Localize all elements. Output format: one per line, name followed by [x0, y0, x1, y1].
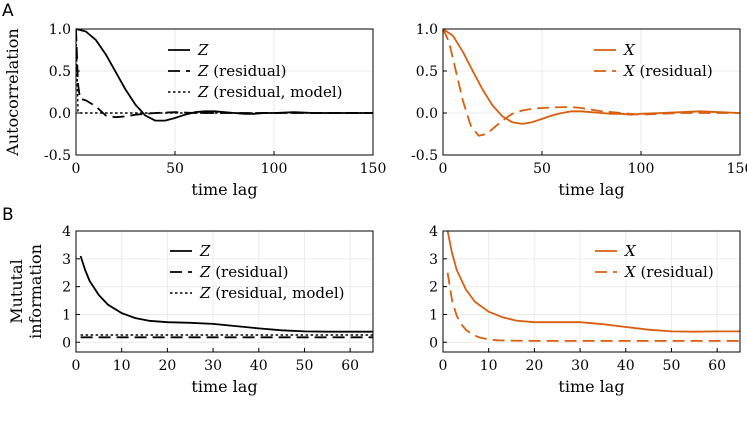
y-tick-label: 1 [62, 307, 71, 323]
y-tick-label: 0.5 [49, 64, 71, 80]
y-tick-label: -0.5 [44, 148, 71, 164]
y-tick-label: 3 [62, 252, 71, 268]
x-axis-label: time lag [191, 377, 257, 396]
plot-frame [442, 230, 741, 353]
y-tick-label: 4 [62, 224, 71, 240]
y-axis-label: Mututal [7, 259, 26, 324]
x-tick-label: 10 [113, 358, 131, 374]
legend-entry: Z (residual) [199, 263, 288, 281]
y-axis-label: Autocorrelation [3, 28, 22, 156]
x-tick-label: 50 [296, 358, 314, 374]
x-tick-label: 60 [708, 358, 726, 374]
x-tick-label: 100 [628, 161, 655, 177]
series-line-mi_X-1 [446, 272, 740, 342]
legend-entry: X (residual) [623, 62, 713, 80]
y-tick-label: 4 [429, 224, 438, 240]
legend-entry: X (residual) [624, 263, 714, 281]
series-line-acf_X-1 [443, 28, 740, 137]
chart-acf_X: 0 50 100 150 -0.5 0.0 0.5 1.0 time lag X X (residu… [411, 22, 747, 199]
series-line-mi_Z-0 [79, 255, 373, 333]
series-line-acf_X-0 [443, 28, 740, 125]
x-tick-label: 60 [341, 358, 359, 374]
legend-entry: X [623, 41, 636, 59]
chart-acf_Z: 0 50 100 150 -0.5 0.0 0.5 1.0 time lag Autocorrel… [3, 22, 386, 199]
x-tick-label: 50 [533, 161, 551, 177]
y-tick-label: 1.0 [49, 22, 71, 38]
y-tick-label: 0 [429, 335, 438, 351]
series-line-acf_Z-1 [76, 28, 373, 119]
y-tick-label: 3 [429, 252, 438, 268]
x-tick-label: 40 [617, 358, 635, 374]
x-axis-label: time lag [558, 180, 624, 199]
y-tick-label: 0.5 [416, 64, 438, 80]
panel-letter-a: A [2, 1, 14, 21]
x-tick-label: 100 [261, 161, 288, 177]
series-line-acf_Z-2 [76, 28, 373, 114]
chart-mi_X: 0 10 20 30 40 50 60 0 1 2 3 4 time lag X X (residual) [429, 224, 741, 396]
x-tick-label: 50 [663, 358, 681, 374]
plot-frame [75, 230, 374, 353]
x-axis-label: time lag [558, 377, 624, 396]
legend-entry: Z (residual) [197, 62, 286, 80]
x-tick-label: 0 [439, 358, 448, 374]
legend-entry: Z (residual, model) [197, 83, 343, 101]
y-tick-label: 1 [429, 307, 438, 323]
x-tick-label: 150 [727, 161, 747, 177]
x-tick-label: 150 [360, 161, 387, 177]
y-tick-label: 2 [62, 280, 71, 296]
y-tick-label: 2 [429, 280, 438, 296]
x-tick-label: 20 [525, 358, 543, 374]
legend-entry: Z [199, 242, 211, 260]
x-axis-label: time lag [191, 180, 257, 199]
x-tick-label: 30 [571, 358, 589, 374]
x-tick-label: 40 [250, 358, 268, 374]
y-tick-label: 1.0 [416, 22, 438, 38]
y-tick-label: 0 [62, 335, 71, 351]
series-line-mi_X-0 [446, 230, 740, 333]
plot-frame [75, 28, 374, 156]
x-tick-label: 0 [439, 161, 448, 177]
legend-entry: Z (residual, model) [199, 284, 345, 302]
x-tick-label: 30 [204, 358, 222, 374]
plot-frame [442, 28, 741, 156]
x-tick-label: 0 [72, 161, 81, 177]
x-tick-label: 10 [480, 358, 498, 374]
y-axis-label: information [26, 244, 45, 339]
x-tick-label: 0 [72, 358, 81, 374]
panel-letter-b: B [2, 205, 14, 225]
x-tick-label: 20 [158, 358, 176, 374]
legend-entry: X [624, 242, 637, 260]
legend-entry: Z [197, 41, 209, 59]
y-tick-label: -0.5 [411, 148, 438, 164]
x-tick-label: 50 [166, 161, 184, 177]
y-tick-label: 0.0 [49, 106, 71, 122]
y-tick-label: 0.0 [416, 106, 438, 122]
chart-mi_Z: 0 10 20 30 40 50 60 0 1 2 3 4 time lag Mututal informa… [7, 224, 374, 396]
